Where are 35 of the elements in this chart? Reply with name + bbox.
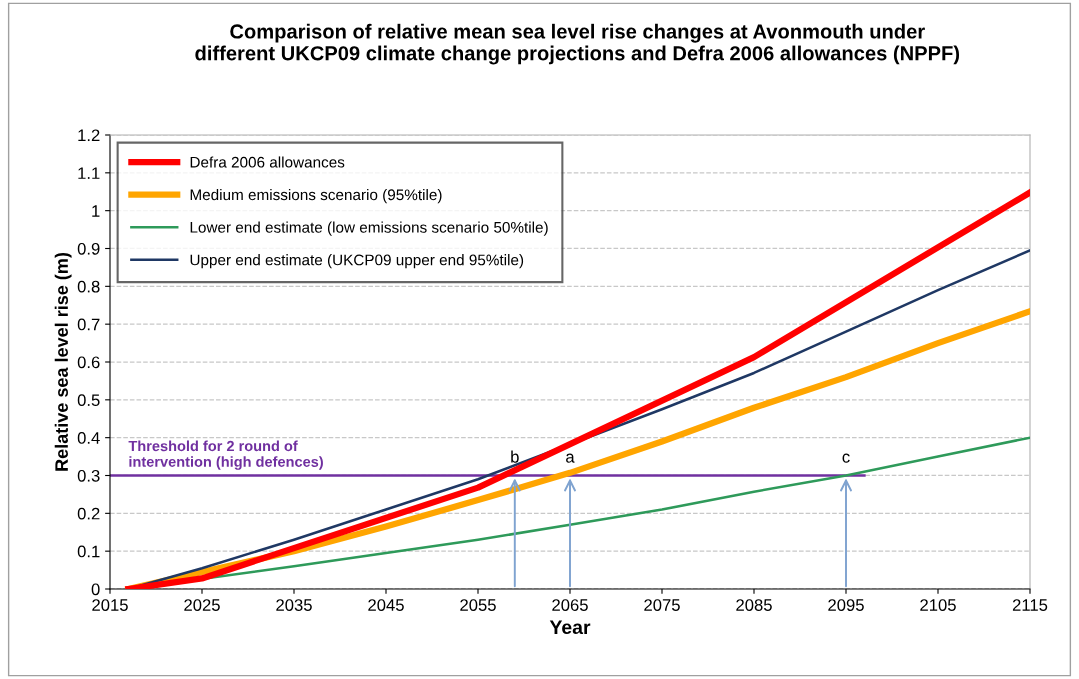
x-tick-label: 2075	[644, 599, 680, 611]
legend-label: Defra 2006 allowances	[190, 156, 345, 168]
y-tick-label: 1	[92, 205, 100, 217]
legend-label: Upper end estimate (UKCP09 upper end 95%tile)	[190, 254, 524, 269]
x-tick-label: 2055	[460, 599, 496, 611]
y-tick-label: 0.3	[77, 469, 100, 482]
x-tick-label: 2105	[920, 599, 956, 611]
x-tick-label: 2095	[828, 599, 864, 611]
y-tick-label: 0.9	[77, 242, 100, 255]
x-tick-label: 2025	[184, 599, 220, 611]
x-tick-label: 2015	[92, 599, 128, 611]
x-tick-label: 2045	[368, 599, 404, 611]
y-tick-label: 0.6	[77, 356, 100, 369]
y-axis-title: Relative sea level rise (m)	[54, 252, 72, 471]
y-tick-label: 0.5	[77, 394, 100, 407]
y-tick-label: 0.7	[77, 318, 100, 331]
y-tick-label: 0.8	[77, 280, 100, 293]
legend-label: Medium emissions scenario (95%tile)	[190, 188, 442, 204]
annotation: c	[842, 453, 850, 463]
y-tick-label: 0.2	[77, 507, 100, 520]
ref-line-label: Threshold for 2 round of intervention (high defences)	[128, 440, 323, 470]
x-tick-label: 2035	[276, 599, 312, 611]
y-tick-label: 1.1	[78, 167, 100, 179]
annotation: b	[511, 450, 519, 463]
y-tick-label: 0.4	[77, 432, 100, 444]
x-tick-label: 2115	[1012, 599, 1048, 611]
annotation: a	[566, 453, 575, 463]
y-tick-label: 0.1	[77, 545, 100, 558]
legend-label: Lower end estimate (low emissions scenario 50%tile)	[190, 221, 548, 236]
x-tick-label: 2065	[552, 599, 588, 611]
x-tick-label: 2085	[736, 599, 772, 611]
y-tick-label: 1.2	[78, 129, 100, 142]
x-axis-title: Year	[549, 620, 591, 635]
chart-title: Comparison of relative mean sea level rise changes at Avonmouth under different UKCP09 climate change projections and Defra 2006 allowances (NPPF)	[195, 23, 960, 65]
y-tick-label: 0	[91, 583, 100, 596]
